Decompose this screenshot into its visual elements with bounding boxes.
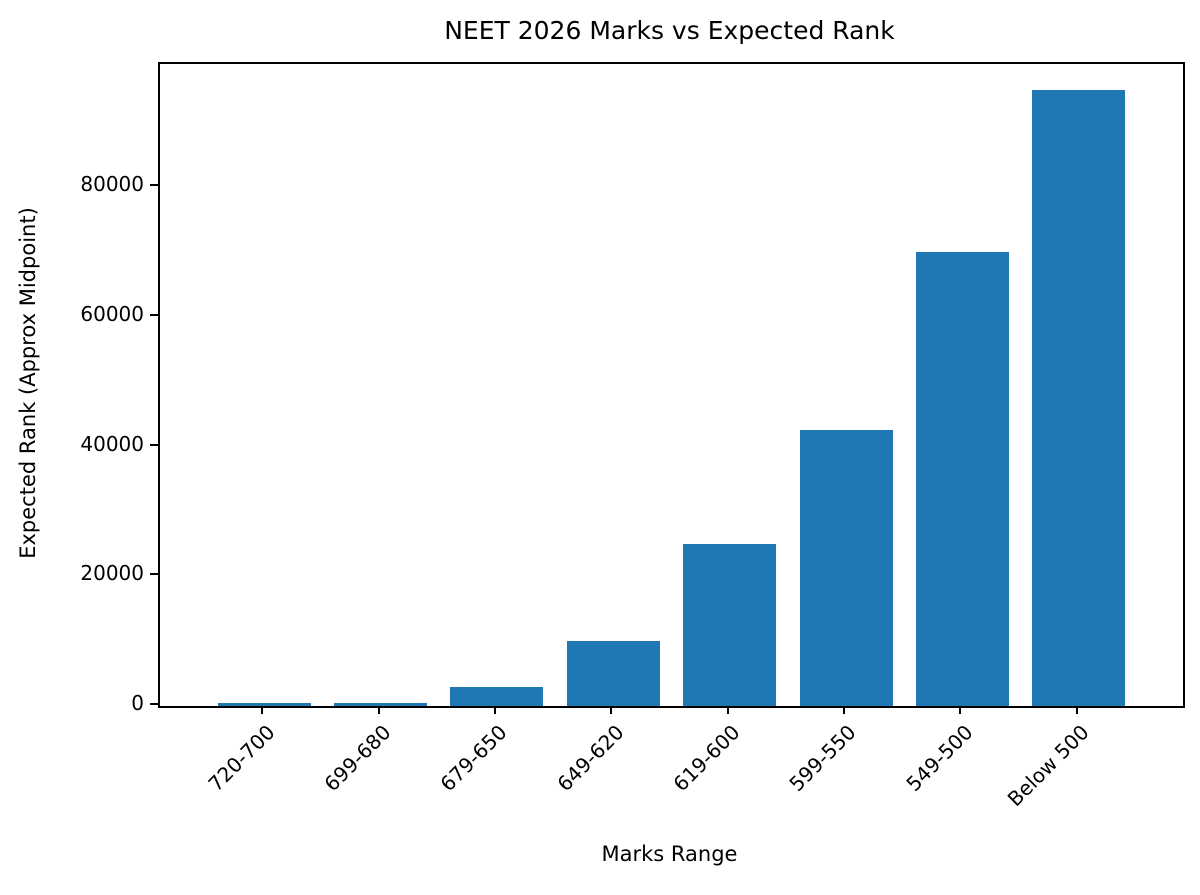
bar-slot: 42500 bbox=[788, 64, 904, 706]
bar-slot: 25000 bbox=[672, 64, 788, 706]
bar-549-500: 70000 bbox=[915, 252, 1009, 706]
y-tick-mark bbox=[150, 184, 158, 187]
y-tick-mark bbox=[150, 703, 158, 705]
x-tick-mark bbox=[959, 706, 962, 714]
x-tick-mark bbox=[1075, 706, 1078, 714]
x-tick-mark bbox=[610, 706, 613, 714]
x-tick-label: 699-680 bbox=[319, 720, 396, 797]
x-tick-label: 619-600 bbox=[668, 720, 745, 797]
bar-720-700: 500 bbox=[217, 702, 311, 706]
bar-slot: 500 bbox=[322, 64, 438, 706]
y-tick-label: 20000 bbox=[80, 561, 144, 586]
x-tick-label: Below 500 bbox=[1002, 720, 1094, 812]
y-tick-label: 60000 bbox=[80, 301, 144, 326]
bar-slot: 95000 bbox=[1021, 64, 1137, 706]
x-tick-label: 679-650 bbox=[435, 720, 512, 797]
x-tick-label: 720-700 bbox=[203, 720, 280, 797]
y-tick-label: 40000 bbox=[80, 431, 144, 456]
bar-599-550: 42500 bbox=[799, 430, 893, 706]
x-axis-label: Marks Range bbox=[601, 842, 738, 866]
x-tick-mark bbox=[377, 706, 380, 714]
bar-slot: 3000 bbox=[439, 64, 555, 706]
x-tick-mark bbox=[493, 706, 496, 714]
y-axis-label: Expected Rank (Approx Midpoint) bbox=[16, 207, 40, 559]
bar-slot: 500 bbox=[206, 64, 322, 706]
y-tick-mark bbox=[150, 443, 158, 446]
x-tick-label: 599-550 bbox=[784, 720, 862, 797]
bar-649-620: 10000 bbox=[566, 641, 660, 706]
bars-container: 500 500 3000 10000 25000425007000095000 bbox=[160, 64, 1183, 706]
x-tick-mark bbox=[261, 706, 264, 714]
x-tick-mark bbox=[726, 706, 729, 714]
bar-699-680: 500 bbox=[334, 702, 428, 706]
bar-679-650: 3000 bbox=[450, 686, 544, 706]
x-tick-label: 549-500 bbox=[901, 720, 978, 797]
x-tick-label: 649-620 bbox=[552, 720, 629, 797]
y-tick-label: 0 bbox=[131, 691, 144, 715]
chart-title: NEET 2026 Marks vs Expected Rank bbox=[444, 16, 895, 45]
plot-area: 500 500 3000 10000 25000425007000095000 bbox=[158, 62, 1185, 708]
bar-slot: 70000 bbox=[904, 64, 1020, 706]
x-tick-mark bbox=[843, 706, 846, 714]
bar-below-500: 95000 bbox=[1032, 89, 1126, 706]
bar-619-600: 25000 bbox=[683, 543, 777, 706]
y-tick-mark bbox=[150, 313, 158, 316]
y-tick-mark bbox=[150, 573, 158, 576]
y-tick-label: 80000 bbox=[80, 172, 144, 197]
bar-slot: 10000 bbox=[555, 64, 671, 706]
